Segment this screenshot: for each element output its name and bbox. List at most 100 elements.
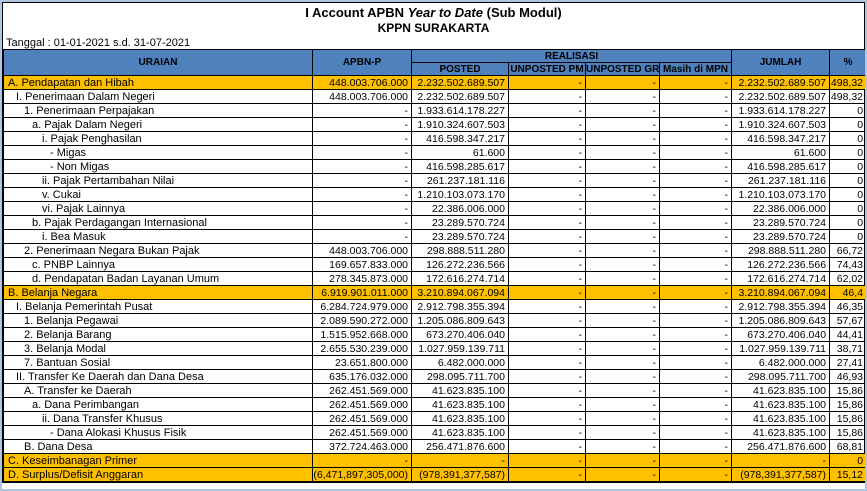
unposted-pm-cell: -	[508, 285, 586, 300]
masih-di-mpn-cell: -	[658, 285, 733, 300]
jumlah-cell: 1.910.324.607.503	[731, 117, 831, 132]
apbnp-cell: -	[312, 103, 412, 118]
posted-cell: 61.600	[411, 145, 509, 160]
posted-cell: 2.912.798.355.394	[411, 299, 509, 314]
unposted-pm-cell: -	[508, 299, 586, 314]
pct-cell: 15,86	[829, 383, 865, 398]
pct-cell: 68,81	[829, 439, 865, 454]
posted-cell: 23.289.570.724	[411, 229, 509, 244]
table-row: v. Cukai -1.210.103.073.170- - -1.210.103.0…	[3, 187, 865, 202]
jumlah-cell: 61.600	[731, 145, 831, 160]
table-row: a. Dana Perimbangan 262.451.569.000 41.623…	[3, 397, 865, 412]
posted-cell: 126.272.236.566	[411, 257, 509, 272]
col-header-realisasi: REALISASI	[410, 49, 733, 63]
uraian-cell: II. Transfer Ke Daerah dan Dana Desa	[3, 369, 313, 384]
pct-cell: 0	[829, 187, 865, 202]
masih-di-mpn-cell: -	[658, 75, 733, 90]
posted-cell: 2.232.502.689.507	[411, 75, 509, 90]
posted-cell: 41.623.835.100	[411, 425, 509, 440]
report-subtitle: KPPN SURAKARTA	[377, 21, 490, 35]
apbnp-cell: -	[312, 131, 412, 146]
unposted-gr-cell: -	[585, 425, 660, 440]
report-title-text: I Account APBN	[305, 5, 408, 20]
unposted-gr-cell: -	[585, 453, 660, 468]
apbnp-cell: -	[312, 173, 412, 188]
table-row: 3. Belanja Modal 2.655.530.239.000 1.027.9…	[3, 341, 865, 356]
table-row: D. Surplus/Defisit Anggaran (6,471,897,30…	[3, 467, 865, 482]
posted-cell: 1.933.614.178.227	[411, 103, 509, 118]
masih-di-mpn-cell: -	[658, 397, 733, 412]
uraian-cell: ii. Pajak Pertambahan Nilai	[3, 173, 313, 188]
apbnp-cell: 262.451.569.000	[312, 425, 412, 440]
table-row: 2. Penerimaan Negara Bukan Pajak 448.003.…	[3, 243, 865, 258]
pct-cell: 0	[829, 215, 865, 230]
uraian-cell: i. Pajak Penghasilan	[3, 131, 313, 146]
table-body: A. Pendapatan dan Hibah 448.003.706.000 2.…	[3, 75, 865, 482]
apbnp-cell: -	[312, 201, 412, 216]
jumlah-cell: 298.095.711.700	[731, 369, 831, 384]
unposted-gr-cell: -	[585, 467, 660, 482]
apbnp-cell: 448.003.706.000	[312, 243, 412, 258]
masih-di-mpn-cell: -	[658, 243, 733, 258]
apbnp-cell: -	[312, 159, 412, 174]
table-row: II. Transfer Ke Daerah dan Dana Desa 635.…	[3, 369, 865, 384]
unposted-gr-cell: -	[585, 313, 660, 328]
uraian-cell: 2. Penerimaan Negara Bukan Pajak	[3, 243, 313, 258]
unposted-gr-cell: -	[585, 285, 660, 300]
unposted-pm-cell: -	[508, 425, 586, 440]
posted-cell: 298.095.711.700	[411, 369, 509, 384]
apbnp-cell: 6.919.901.011.000	[312, 285, 412, 300]
date-label: Tanggal : 01-01-2021 s.d. 31-07-2021	[6, 37, 191, 49]
pct-cell: 0	[829, 229, 865, 244]
masih-di-mpn-cell: -	[658, 299, 733, 314]
posted-cell: (978,391,377,587)	[411, 467, 509, 482]
pct-cell: 44,41	[829, 327, 865, 342]
posted-cell: 41.623.835.100	[411, 397, 509, 412]
jumlah-cell: 41.623.835.100	[731, 425, 831, 440]
report-header: I Account APBN Year to Date (Sub Modul) …	[3, 3, 864, 36]
posted-cell: 41.623.835.100	[411, 383, 509, 398]
apbnp-cell: 1.515.952.668.000	[312, 327, 412, 342]
uraian-cell: B. Belanja Negara	[3, 285, 313, 300]
posted-cell: 256.471.876.600	[411, 439, 509, 454]
uraian-cell: 1. Belanja Pegawai	[3, 313, 313, 328]
pct-cell: 62,02	[829, 271, 865, 286]
pct-cell: 0	[829, 103, 865, 118]
masih-di-mpn-cell: -	[658, 145, 733, 160]
masih-di-mpn-cell: -	[658, 131, 733, 146]
unposted-pm-cell: -	[508, 411, 586, 426]
apbnp-cell: 448.003.706.000	[312, 75, 412, 90]
uraian-cell: C. Keseimbanagan Primer	[3, 453, 313, 468]
unposted-pm-cell: -	[508, 453, 586, 468]
jumlah-cell: 1.210.103.073.170	[731, 187, 831, 202]
uraian-cell: 7. Bantuan Sosial	[3, 355, 313, 370]
unposted-gr-cell: -	[585, 369, 660, 384]
unposted-gr-cell: -	[585, 257, 660, 272]
uraian-cell: b. Pajak Perdagangan Internasional	[3, 215, 313, 230]
masih-di-mpn-cell: -	[658, 439, 733, 454]
unposted-pm-cell: -	[508, 229, 586, 244]
table-row: 7. Bantuan Sosial 23.651.800.000 6.482.000…	[3, 355, 865, 370]
apbnp-cell: -	[312, 187, 412, 202]
table-row: 1. Penerimaan Perpajakan -1.933.614.178.2…	[3, 103, 865, 118]
jumlah-cell: 2.232.502.689.507	[731, 89, 831, 104]
posted-cell: 261.237.181.116	[411, 173, 509, 188]
table-row: A. Pendapatan dan Hibah 448.003.706.000 2.…	[3, 75, 865, 90]
uraian-cell: 2. Belanja Barang	[3, 327, 313, 342]
masih-di-mpn-cell: -	[658, 257, 733, 272]
table-row: 2. Belanja Barang 1.515.952.668.000 673.27…	[3, 327, 865, 342]
jumlah-cell: 23.289.570.724	[731, 215, 831, 230]
masih-di-mpn-cell: -	[658, 467, 733, 482]
masih-di-mpn-cell: -	[658, 383, 733, 398]
masih-di-mpn-cell: -	[658, 313, 733, 328]
pct-cell: 0	[829, 173, 865, 188]
pct-cell: 0	[829, 201, 865, 216]
pct-cell: 0	[829, 131, 865, 146]
uraian-cell: vi. Pajak Lainnya	[3, 201, 313, 216]
pct-cell: 15,86	[829, 397, 865, 412]
jumlah-cell: 1.205.086.809.643	[731, 313, 831, 328]
uraian-cell: i. Bea Masuk	[3, 229, 313, 244]
table-row: 1. Belanja Pegawai 2.089.590.272.000 1.205…	[3, 313, 865, 328]
table-row: vi. Pajak Lainnya -22.386.006.000- - -22.38…	[3, 201, 865, 216]
col-header-unposted-pm: UNPOSTED PM	[508, 62, 586, 76]
